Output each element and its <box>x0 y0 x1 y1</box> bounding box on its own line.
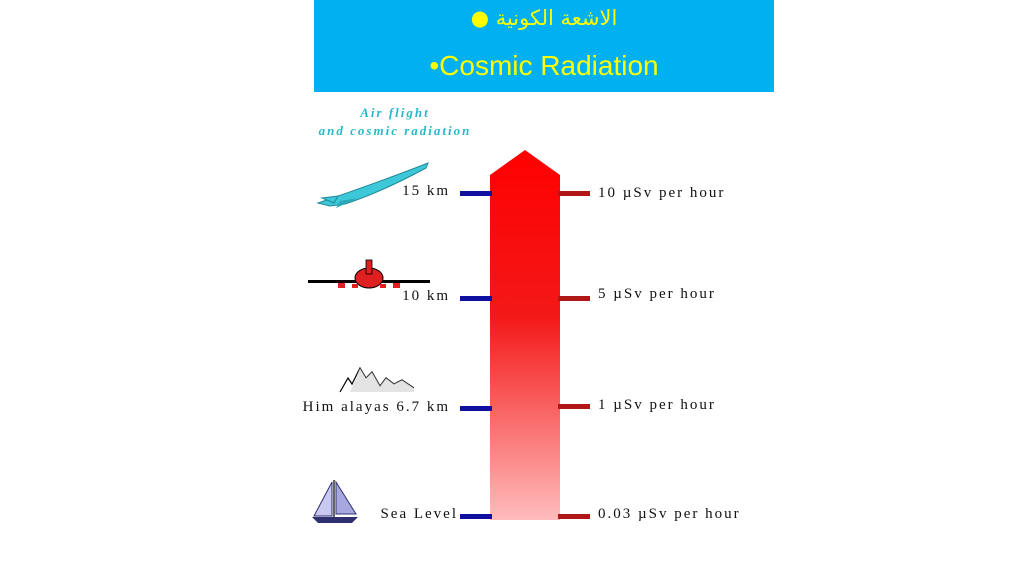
altitude-label-sea: Sea Level <box>380 506 458 522</box>
sailboat-icon <box>312 480 358 523</box>
dose-tick-jet <box>558 191 590 196</box>
dose-label-himalayas: 1 µSv per hour <box>598 397 716 413</box>
altitude-label-himalayas: Him alayas 6.7 km <box>302 399 450 415</box>
radiation-arrow <box>490 150 560 520</box>
diagram-subtitle-line1: Air flight <box>360 105 430 120</box>
altitude-tick-airliner <box>460 296 492 301</box>
dose-label-jet: 10 µSv per hour <box>598 185 726 201</box>
altitude-label-jet: 15 km <box>402 183 450 199</box>
altitude-label-airliner: 10 km <box>402 288 450 304</box>
altitude-tick-jet <box>460 191 492 196</box>
diagram-subtitle-line2: and cosmic radiation <box>318 123 472 138</box>
dose-label-airliner: 5 µSv per hour <box>598 286 716 302</box>
dose-label-sea: 0.03 µSv per hour <box>598 506 741 522</box>
airliner-icon <box>308 259 430 289</box>
supersonic-jet-icon <box>316 162 429 208</box>
mountain-icon <box>339 366 415 393</box>
altitude-tick-himalayas <box>460 406 492 411</box>
dose-tick-sea <box>558 514 590 519</box>
dose-tick-himalayas <box>558 404 590 409</box>
title-banner: الاشعة الكونية ● •Cosmic Radiation <box>314 0 774 92</box>
title-arabic: الاشعة الكونية ● <box>470 6 618 30</box>
altitude-tick-sea <box>460 514 492 519</box>
dose-tick-airliner <box>558 296 590 301</box>
title-english: •Cosmic Radiation <box>429 50 659 81</box>
